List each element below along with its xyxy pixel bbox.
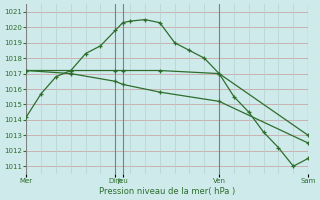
X-axis label: Pression niveau de la mer( hPa ): Pression niveau de la mer( hPa ) [99,187,236,196]
